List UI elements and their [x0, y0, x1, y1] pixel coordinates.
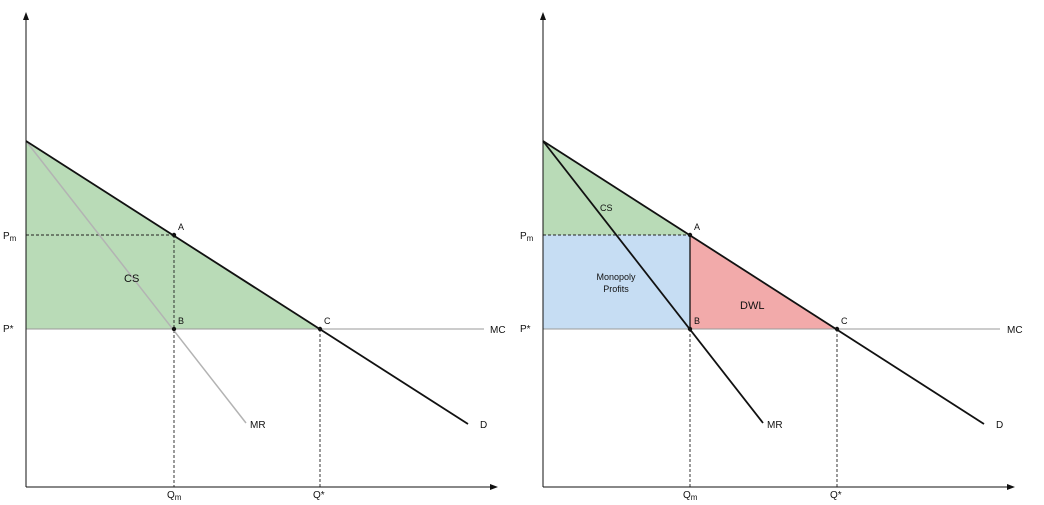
mr-label: MR	[767, 420, 783, 431]
monopoly-profits-area	[543, 235, 690, 329]
demand-line	[25, 140, 469, 425]
dwl-label: DWL	[740, 300, 764, 312]
point-a-label: A	[178, 222, 184, 232]
x-axis-arrow-icon	[1007, 484, 1015, 490]
demand-line	[542, 140, 985, 425]
pm-label: Pm	[3, 231, 17, 243]
point-a-label: A	[694, 222, 700, 232]
mc-label: MC	[1007, 325, 1023, 336]
point-b	[171, 326, 177, 332]
point-c	[317, 326, 323, 332]
right-panel: A B C Pm P* Qm Q* MC MR D CS Monopoly Pr…	[520, 12, 1023, 502]
y-axis-arrow-icon	[23, 12, 29, 20]
cs-label: CS	[600, 203, 613, 213]
pm-label: Pm	[520, 231, 534, 243]
mr-label: MR	[250, 420, 266, 431]
point-c-label: C	[324, 316, 331, 326]
monopoly-profits-label-line1: Monopoly	[596, 272, 636, 282]
mr-line	[25, 140, 247, 424]
qm-label: Qm	[683, 490, 698, 502]
mc-label: MC	[490, 325, 506, 336]
point-b-label: B	[178, 316, 184, 326]
point-b-label: B	[694, 316, 700, 326]
left-panel: A B C Pm P* Qm Q* MC MR D CS	[3, 12, 506, 502]
point-b	[687, 326, 693, 332]
monopoly-profits-label-line2: Profits	[603, 284, 629, 294]
pstar-label: P*	[520, 324, 531, 335]
qstar-label: Q*	[313, 490, 325, 501]
qm-label: Qm	[167, 490, 182, 502]
point-a	[171, 232, 177, 238]
qstar-label: Q*	[830, 490, 842, 501]
point-c-label: C	[841, 316, 848, 326]
demand-label: D	[480, 420, 487, 431]
x-axis-arrow-icon	[490, 484, 498, 490]
cs-label: CS	[124, 273, 139, 285]
y-axis-arrow-icon	[540, 12, 546, 20]
pstar-label: P*	[3, 324, 14, 335]
mr-line	[542, 140, 764, 424]
point-a	[687, 232, 693, 238]
demand-label: D	[996, 420, 1003, 431]
point-c	[834, 326, 840, 332]
